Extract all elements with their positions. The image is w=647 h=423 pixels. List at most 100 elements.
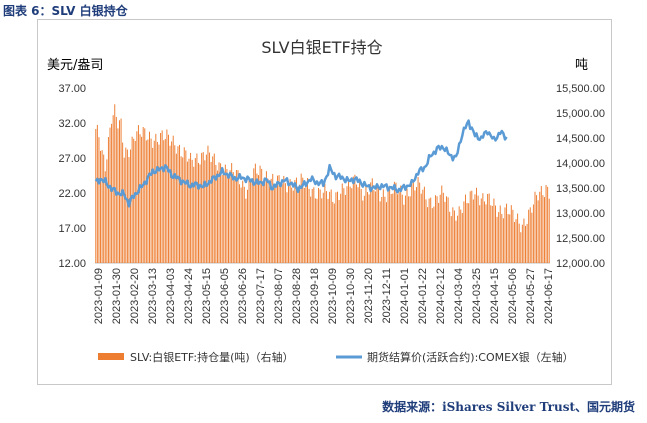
holdings-bar	[126, 149, 128, 263]
x-axis-labels: 2023-01-09 2023-01-30 2023-02-20 2023-03-13…	[93, 268, 555, 324]
holdings-bar	[322, 192, 324, 263]
right-axis-tick-label: 13,500.00	[556, 183, 605, 195]
holdings-bar	[401, 194, 403, 263]
holdings-bar	[352, 176, 354, 263]
holdings-bar	[502, 218, 504, 263]
holdings-bar	[472, 199, 474, 263]
holdings-bar	[136, 131, 138, 263]
holdings-bar	[357, 187, 359, 263]
data-source: 数据来源：iShares Silver Trust、国元期货	[382, 400, 635, 414]
holdings-bar	[518, 223, 520, 263]
holdings-bar	[232, 172, 234, 263]
legend-swatch-bar	[98, 353, 124, 360]
holdings-bar	[504, 207, 506, 263]
x-axis-tick-label: 2023-08-28	[291, 268, 303, 324]
holdings-bar	[188, 158, 190, 263]
holdings-bar	[278, 175, 280, 263]
holdings-bar	[542, 195, 544, 263]
holdings-bar	[313, 187, 315, 263]
holdings-bar	[261, 168, 263, 263]
holdings-bar	[265, 171, 267, 263]
x-axis-tick-label: 2024-03-04	[453, 268, 465, 324]
holdings-bar	[207, 145, 209, 263]
holdings-bar	[363, 195, 365, 263]
holdings-bar	[218, 162, 220, 263]
holdings-bar	[284, 183, 286, 263]
holdings-bar	[240, 187, 242, 263]
x-axis-tick-label: 2023-01-09	[93, 268, 105, 324]
holdings-bar	[534, 191, 536, 263]
holdings-bar	[302, 177, 304, 263]
holdings-bar	[158, 144, 160, 263]
holdings-bar	[447, 197, 449, 263]
holdings-bar	[442, 192, 444, 263]
holdings-bar	[547, 186, 549, 263]
holdings-bar	[398, 192, 400, 263]
holdings-bar	[517, 213, 519, 263]
x-axis-tick-label: 2023-10-09	[327, 268, 339, 324]
holdings-bar	[294, 180, 296, 263]
holdings-bar	[389, 185, 391, 263]
holdings-bar	[209, 152, 211, 263]
holdings-bar	[446, 196, 448, 263]
holdings-bar	[96, 124, 98, 263]
holdings-bar	[104, 171, 106, 263]
holdings-bar	[493, 198, 495, 263]
holdings-bar	[147, 139, 149, 263]
holdings-bar	[235, 170, 237, 263]
holdings-bar	[231, 163, 233, 263]
x-axis-tick-label: 2023-03-13	[147, 268, 159, 324]
holdings-bar	[412, 181, 414, 263]
holdings-bar	[387, 191, 389, 263]
left-axis-unit: 美元/盎司	[47, 58, 103, 73]
holdings-bar	[250, 180, 252, 263]
holdings-bar	[314, 198, 316, 263]
holdings-bar	[246, 189, 248, 263]
holdings-bar	[191, 159, 193, 263]
holdings-bar	[474, 194, 476, 263]
holdings-bar	[275, 186, 277, 263]
holdings-bar	[370, 182, 372, 263]
holdings-bar	[120, 118, 122, 264]
holdings-bar	[340, 193, 342, 263]
x-axis-tick-label: 2023-11-20	[363, 268, 375, 323]
right-axis-tick-label: 12,000.00	[556, 258, 605, 270]
holdings-bar	[289, 179, 291, 263]
holdings-bar	[262, 180, 264, 263]
holdings-bar	[199, 164, 201, 263]
holdings-bar	[540, 186, 542, 263]
holdings-bar	[193, 166, 195, 263]
holdings-bar	[156, 141, 158, 263]
holdings-bar	[133, 138, 135, 263]
holdings-bar	[416, 187, 417, 263]
holdings-bar	[423, 186, 425, 263]
holdings-bar	[169, 145, 171, 263]
x-axis-tick-label: 2024-05-27	[525, 268, 537, 324]
holdings-bar	[139, 134, 141, 263]
holdings-bar	[468, 203, 470, 263]
holdings-bar	[333, 203, 335, 263]
left-axis-tick-label: 12.00	[58, 258, 86, 270]
x-axis-tick-label: 2024-03-25	[471, 268, 483, 324]
holdings-bar	[248, 177, 250, 263]
holdings-bar	[417, 177, 419, 263]
holdings-bar	[141, 136, 143, 263]
holdings-bar	[201, 152, 203, 263]
holdings-bar	[348, 179, 350, 263]
holdings-bar	[471, 190, 473, 263]
holdings-bar	[537, 200, 539, 263]
holdings-bar	[406, 188, 408, 263]
holdings-bar	[128, 157, 130, 263]
holdings-bar	[528, 209, 530, 263]
left-axis-tick-label: 17.00	[58, 223, 86, 235]
holdings-bar	[107, 137, 109, 263]
holdings-bar	[490, 205, 492, 263]
holdings-bar	[134, 140, 136, 263]
holdings-bar	[408, 196, 410, 263]
holdings-bar	[455, 220, 457, 263]
holdings-bar	[316, 198, 318, 263]
holdings-bar	[526, 223, 528, 263]
holdings-bar	[213, 153, 215, 263]
holdings-bar	[175, 153, 177, 263]
holdings-bar	[368, 194, 370, 263]
